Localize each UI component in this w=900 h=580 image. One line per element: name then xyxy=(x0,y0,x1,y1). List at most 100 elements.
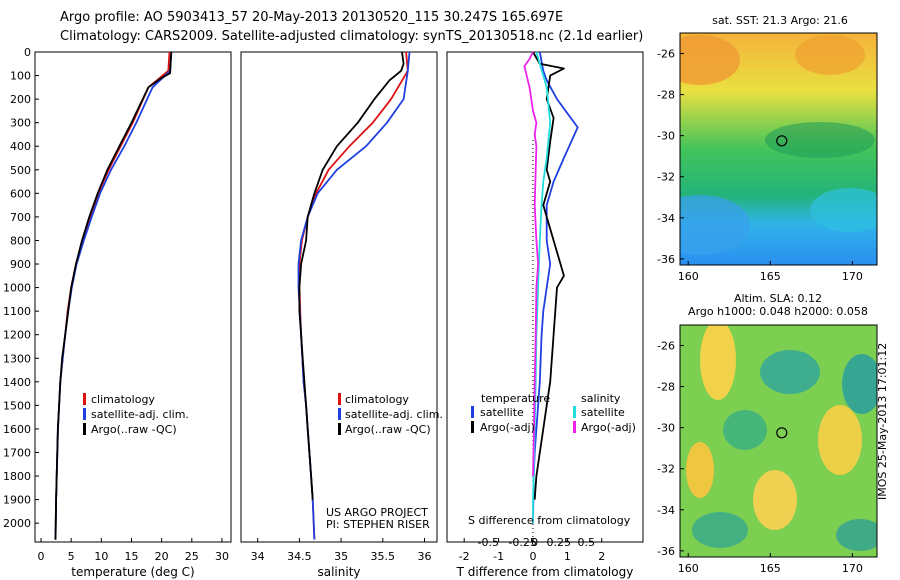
series-line-satellite-adj-clim- xyxy=(54,51,173,540)
x-tick-label: 0 xyxy=(529,550,536,563)
sla-high-patch xyxy=(686,442,714,498)
legend-label-t-argo: Argo(-adj) xyxy=(480,421,535,434)
s-difference-label: S difference from climatology xyxy=(468,514,631,527)
sla-high-patch xyxy=(753,470,797,530)
x-tick-label: 30 xyxy=(215,550,229,563)
x-tick-label: 0 xyxy=(38,550,45,563)
timestamp-text: IMOS 25-May-2013 17:01:12 xyxy=(876,342,889,500)
legend-label-satellite: satellite-adj. clim. xyxy=(91,408,189,421)
x-tick-label: 35.5 xyxy=(371,550,396,563)
sst-map-frame xyxy=(679,32,878,266)
profile-lines xyxy=(54,51,579,542)
legend-label-argo: Argo(..raw -QC) xyxy=(345,423,431,436)
float-position-marker xyxy=(776,135,788,147)
depth-tick-label: 1700 xyxy=(3,446,31,459)
sla-high-patch xyxy=(818,405,862,475)
float-position-marker xyxy=(776,427,788,439)
depth-tick-label: 700 xyxy=(10,211,31,224)
x-tick-label: 34 xyxy=(251,550,265,563)
sla-map-title1: Altim. SLA: 0.12 xyxy=(734,292,822,305)
depth-tick-label: 100 xyxy=(10,70,31,83)
legend-swatch-t-argo xyxy=(471,421,474,433)
series-line-argo-raw-qc- xyxy=(54,51,173,540)
x-tick-label: 1 xyxy=(564,550,571,563)
legend-label-argo: Argo(..raw -QC) xyxy=(91,423,177,436)
x-tick-label: 36 xyxy=(417,550,431,563)
sla-low-patch xyxy=(760,350,820,394)
sst-green-band xyxy=(765,122,875,158)
legend-label-s-argo: Argo(-adj) xyxy=(581,421,636,434)
lon-tick-label: 170 xyxy=(842,562,863,575)
depth-tick-label: 900 xyxy=(10,258,31,271)
difference-panel-frame xyxy=(446,51,644,543)
t-difference-axis-label: T difference from climatology xyxy=(456,565,634,579)
lat-tick-label: -34 xyxy=(657,504,675,517)
figure-title-line2: Climatology: CARS2009. Satellite-adjuste… xyxy=(60,29,644,44)
sst-map-title: sat. SST: 21.3 Argo: 21.6 xyxy=(712,14,848,27)
x2-tick-label: -0.25 xyxy=(508,536,536,549)
salinity-panel-frame xyxy=(240,51,438,543)
depth-tick-label: 600 xyxy=(10,187,31,200)
sst-map: sat. SST: 21.3 Argo: 21.6 xyxy=(679,14,878,266)
lon-tick-label: 165 xyxy=(760,270,781,283)
x-tick-label: 10 xyxy=(94,550,108,563)
sla-low-patch xyxy=(836,519,877,551)
lat-tick-label: -36 xyxy=(657,253,675,266)
lat-tick-label: -30 xyxy=(657,422,675,435)
sst-warm-patch xyxy=(680,35,740,85)
legend-swatch-argo xyxy=(338,423,341,435)
sla-low-patch xyxy=(692,512,748,548)
depth-tick-label: 300 xyxy=(10,117,31,130)
x-tick-label: 20 xyxy=(155,550,169,563)
lon-tick-label: 160 xyxy=(678,270,699,283)
lon-tick-label: 160 xyxy=(678,562,699,575)
lat-tick-label: -30 xyxy=(657,130,675,143)
depth-tick-label: 1300 xyxy=(3,352,31,365)
depth-tick-label: 400 xyxy=(10,140,31,153)
pi-label: PI: STEPHEN RISER xyxy=(326,518,430,531)
depth-tick-label: 0 xyxy=(24,46,31,59)
series-line-climatology xyxy=(54,51,171,540)
x-tick-label: -1 xyxy=(493,550,504,563)
difference-legend: temperature salinity satellite Argo(-adj… xyxy=(471,392,636,434)
salinity-legend: climatology satellite-adj. clim. Argo(..… xyxy=(338,393,443,436)
legend-swatch-satellite xyxy=(83,408,86,420)
lat-tick-label: -34 xyxy=(657,212,675,225)
sst-warm-patch xyxy=(795,35,865,75)
x2-tick-label: -0.5 xyxy=(478,536,499,549)
depth-tick-label: 1400 xyxy=(3,376,31,389)
series-line-argo-adj- xyxy=(532,51,565,500)
legend-swatch-argo xyxy=(83,423,86,435)
x2-tick-label: 0 xyxy=(531,536,538,549)
legend-title-salinity: salinity xyxy=(581,392,621,405)
series-line-climatology xyxy=(298,51,409,540)
lat-tick-label: -28 xyxy=(657,381,675,394)
legend-swatch-t-satellite xyxy=(471,406,474,418)
sst-cool-patch xyxy=(680,195,750,255)
axis-ticks: 0100200300400500600700800900100011001200… xyxy=(3,46,605,563)
sst-cool-patch xyxy=(810,188,877,232)
legend-swatch-satellite xyxy=(338,408,341,420)
depth-tick-label: 1100 xyxy=(3,305,31,318)
legend-label-t-satellite: satellite xyxy=(480,406,524,419)
legend-swatch-s-satellite xyxy=(573,406,576,418)
x-tick-label: 5 xyxy=(68,550,75,563)
sla-low-patch xyxy=(842,354,877,414)
temperature-axis-label: temperature (deg C) xyxy=(71,565,194,579)
temperature-panel-frame xyxy=(34,51,232,543)
x-tick-label: 25 xyxy=(185,550,199,563)
x-tick-label: 35 xyxy=(334,550,348,563)
lat-tick-label: -36 xyxy=(657,545,675,558)
lat-tick-label: -28 xyxy=(657,89,675,102)
legend-swatch-climatology xyxy=(83,393,86,405)
sla-map-frame xyxy=(679,324,878,558)
x2-tick-label: 0.25 xyxy=(547,536,572,549)
depth-tick-label: 800 xyxy=(10,234,31,247)
depth-tick-label: 1200 xyxy=(3,329,31,342)
lon-tick-label: 170 xyxy=(842,270,863,283)
series-line-satellite-adj-clim- xyxy=(297,51,411,540)
x-tick-label: -2 xyxy=(459,550,470,563)
sla-map-title2: Argo h1000: 0.048 h2000: 0.058 xyxy=(688,305,868,318)
